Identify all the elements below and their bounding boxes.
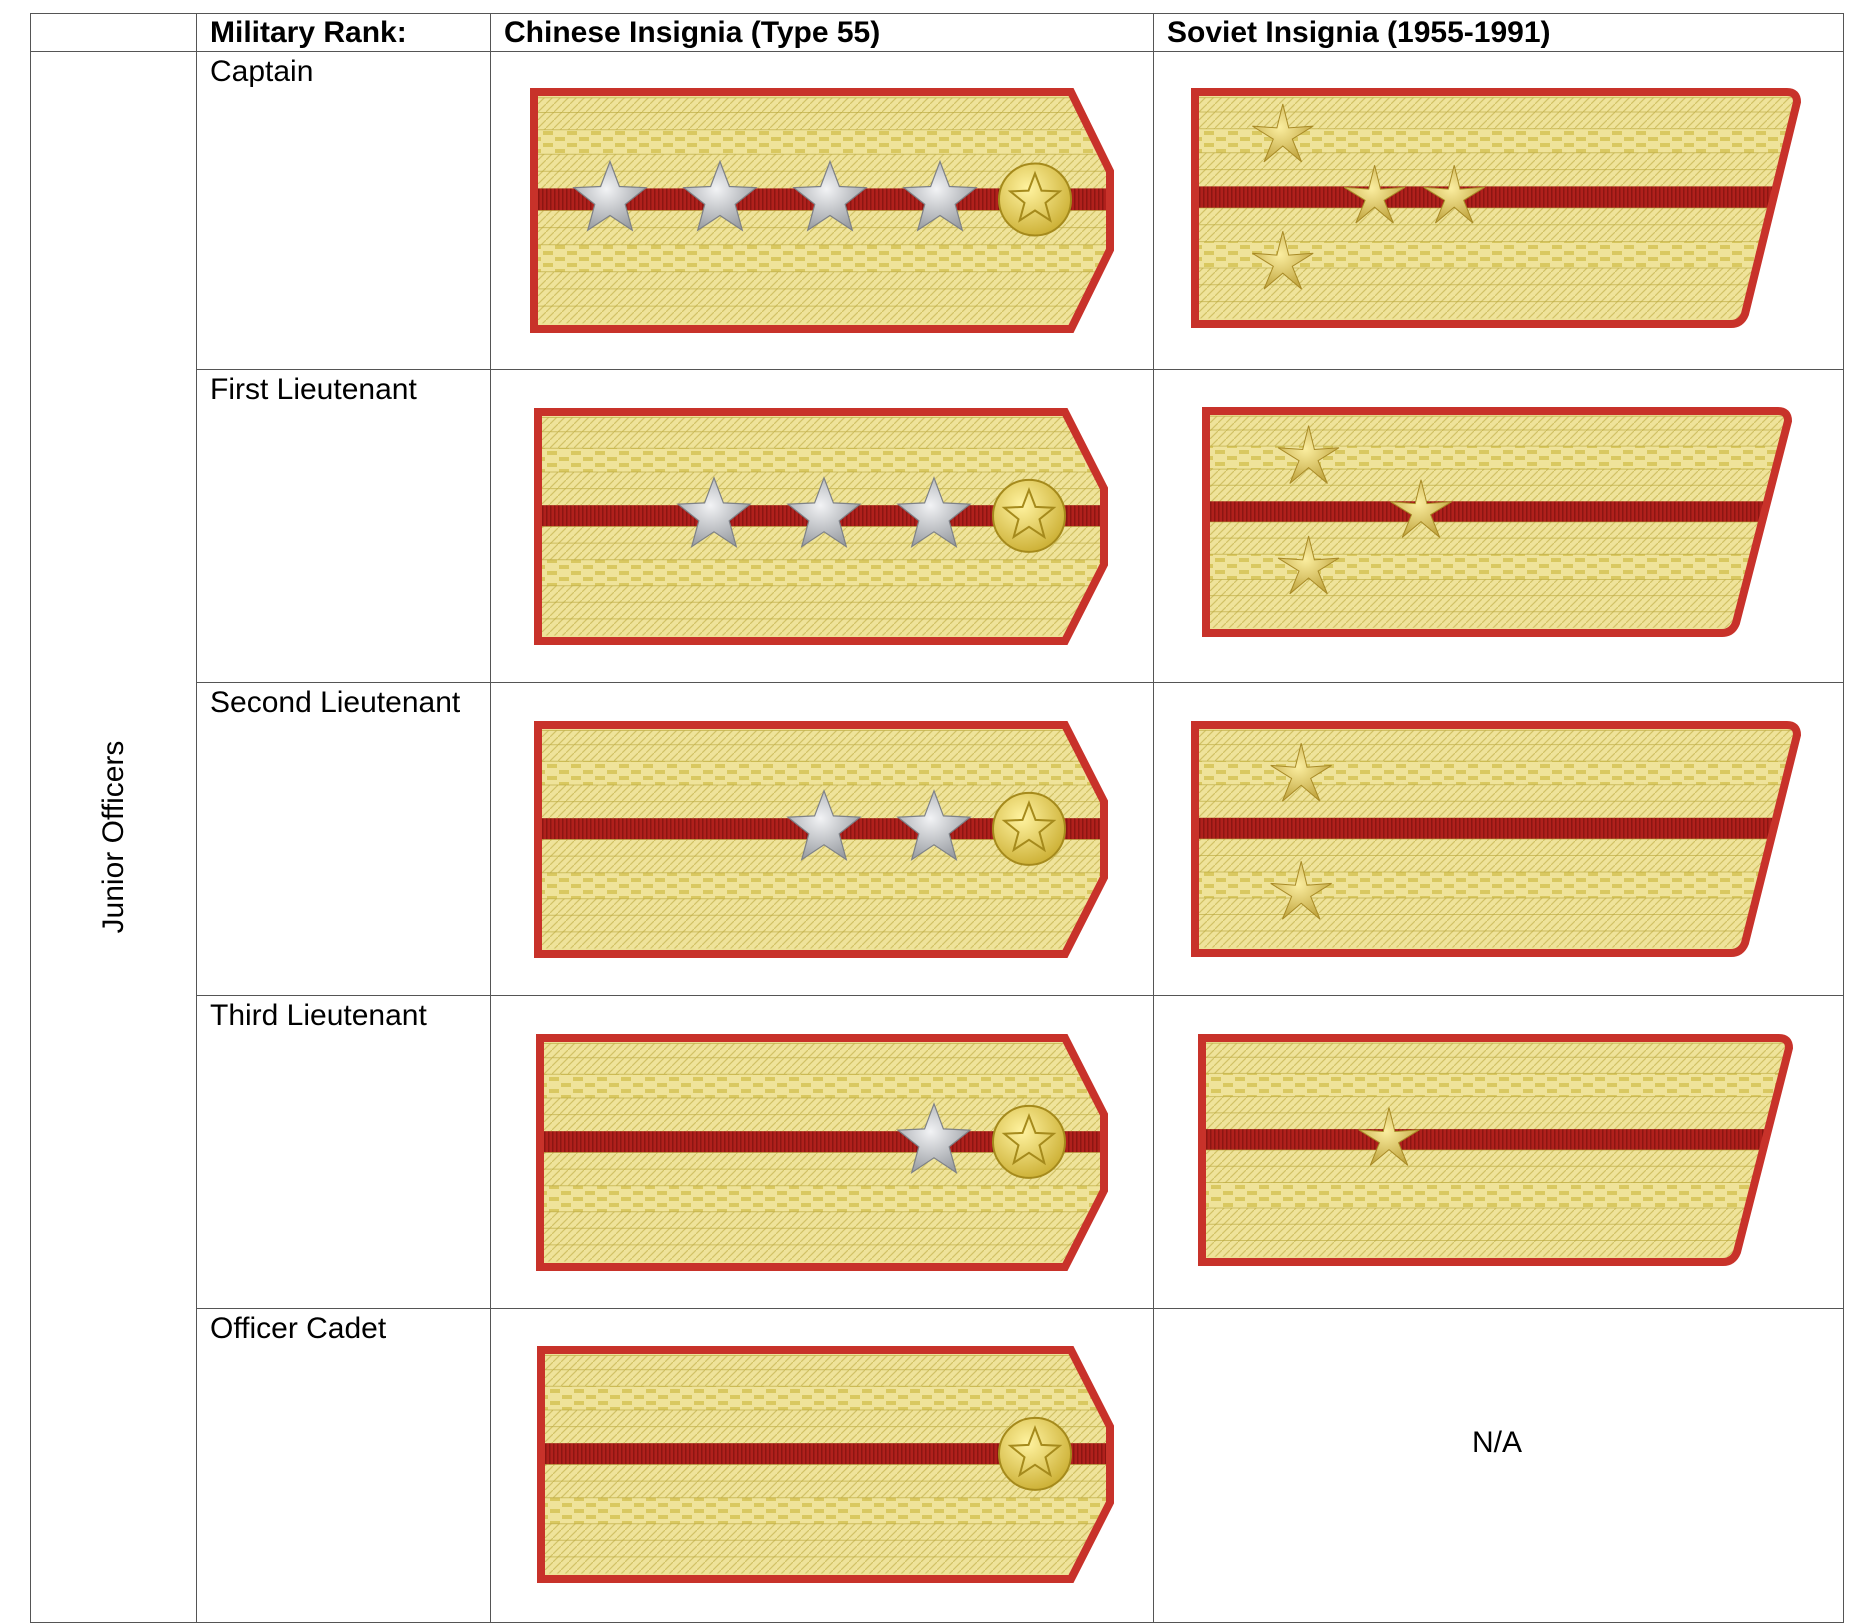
rank-label-third-lieutenant: Third Lieutenant	[210, 999, 427, 1032]
rank-label-officer-cadet: Officer Cadet	[210, 1312, 387, 1345]
soviet-na-text: N/A	[1472, 1426, 1523, 1459]
soviet-shoulder-board-second-lieutenant	[1191, 721, 1803, 957]
chinese-shoulder-board-officer-cadet	[537, 1346, 1115, 1583]
chinese-shoulder-board-second-lieutenant	[534, 721, 1109, 958]
chinese-shoulder-board-third-lieutenant	[536, 1034, 1109, 1271]
silver-star-icon	[682, 159, 758, 232]
gold-star-icon	[1277, 535, 1340, 595]
silver-star-icon	[676, 476, 752, 548]
group-cell: Junior Officers	[31, 52, 196, 1622]
gold-star-icon	[1252, 231, 1314, 290]
silver-star-icon	[896, 476, 972, 548]
grid-line	[196, 369, 1844, 371]
gold-star-icon	[1270, 743, 1332, 802]
header-military-rank: Military Rank:	[210, 16, 407, 49]
button-star-emblem-icon	[998, 162, 1072, 237]
button-star-emblem-icon	[992, 478, 1066, 553]
group-label-junior-officers: Junior Officers	[97, 740, 130, 934]
grid-line	[196, 995, 1844, 997]
grid-line	[1843, 13, 1845, 1623]
grid-line	[196, 682, 1844, 684]
silver-star-icon	[792, 159, 868, 232]
grid-line	[30, 13, 1844, 15]
silver-star-icon	[786, 789, 862, 861]
button-star-emblem-icon	[992, 791, 1066, 866]
grid-line	[30, 51, 1844, 53]
rank-label-first-lieutenant: First Lieutenant	[210, 373, 417, 406]
button-star-emblem-icon	[998, 1416, 1072, 1491]
header-chinese-insignia: Chinese Insignia (Type 55)	[504, 16, 881, 49]
rank-label-captain: Captain	[210, 55, 314, 88]
button-star-emblem-icon	[992, 1104, 1066, 1179]
grid-line	[196, 1308, 1844, 1310]
gold-star-icon	[1252, 103, 1314, 163]
chinese-shoulder-board-captain	[530, 88, 1115, 333]
silver-star-icon	[896, 1102, 972, 1174]
silver-star-icon	[896, 789, 972, 861]
header-soviet-insignia: Soviet Insignia (1955-1991)	[1167, 16, 1551, 49]
silver-star-icon	[572, 159, 648, 232]
silver-star-icon	[902, 159, 978, 232]
grid-line	[1153, 13, 1155, 1623]
silver-star-icon	[786, 476, 862, 548]
soviet-shoulder-board-first-lieutenant	[1202, 407, 1794, 637]
chinese-shoulder-board-first-lieutenant	[534, 408, 1109, 645]
gold-star-icon	[1277, 425, 1340, 484]
gold-star-icon	[1358, 1107, 1420, 1166]
grid-line	[30, 13, 32, 1623]
grid-line	[196, 13, 198, 1623]
gold-star-icon	[1390, 479, 1452, 538]
gold-star-icon	[1270, 861, 1332, 920]
soviet-shoulder-board-captain	[1191, 88, 1803, 328]
gold-star-icon	[1343, 165, 1406, 224]
gold-star-icon	[1423, 165, 1485, 224]
rank-label-second-lieutenant: Second Lieutenant	[210, 686, 461, 719]
grid-line	[490, 13, 492, 1623]
soviet-shoulder-board-third-lieutenant	[1198, 1034, 1795, 1266]
